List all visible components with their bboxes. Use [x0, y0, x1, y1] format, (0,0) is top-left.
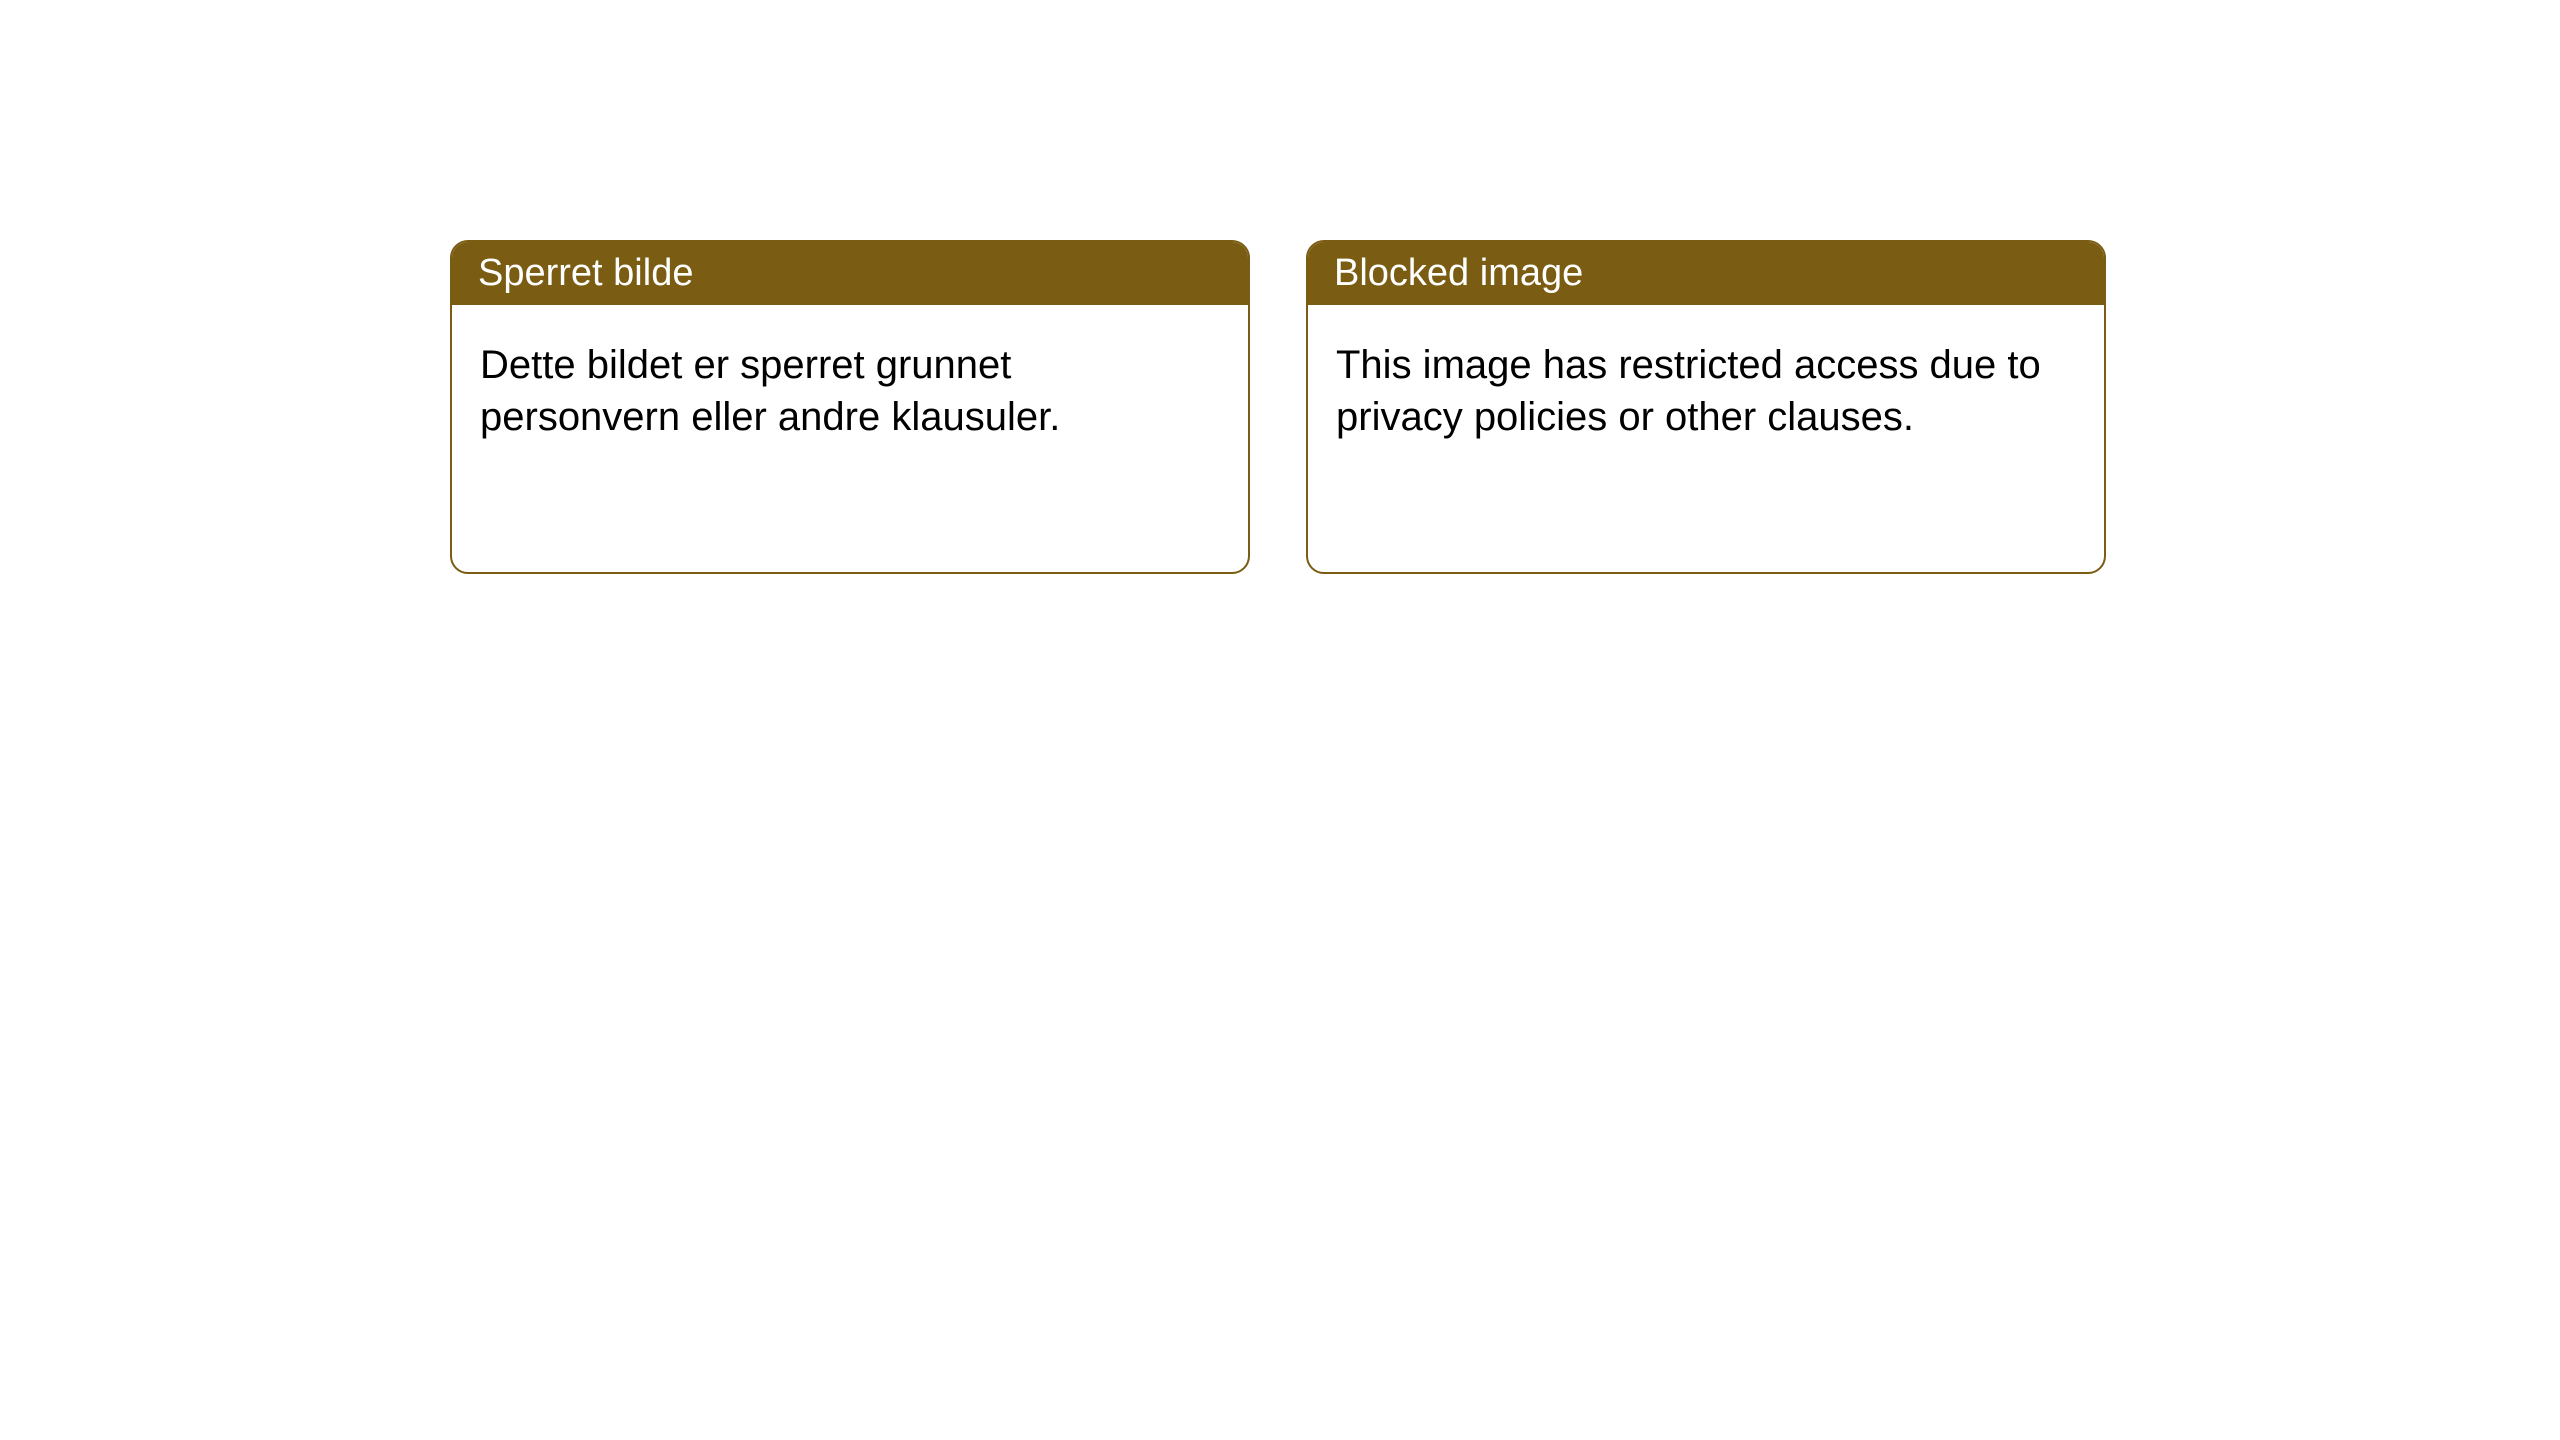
- notice-body: This image has restricted access due to …: [1308, 305, 2104, 477]
- notice-title: Sperret bilde: [478, 252, 693, 294]
- notice-body: Dette bildet er sperret grunnet personve…: [452, 305, 1248, 477]
- notice-text: This image has restricted access due to …: [1336, 343, 2041, 439]
- notice-title: Blocked image: [1334, 252, 1583, 294]
- notice-text: Dette bildet er sperret grunnet personve…: [480, 343, 1060, 439]
- notice-card-english: Blocked image This image has restricted …: [1306, 240, 2106, 574]
- notice-card-norwegian: Sperret bilde Dette bildet er sperret gr…: [450, 240, 1250, 574]
- notice-header: Sperret bilde: [452, 242, 1248, 305]
- notice-header: Blocked image: [1308, 242, 2104, 305]
- notice-container: Sperret bilde Dette bildet er sperret gr…: [450, 240, 2106, 574]
